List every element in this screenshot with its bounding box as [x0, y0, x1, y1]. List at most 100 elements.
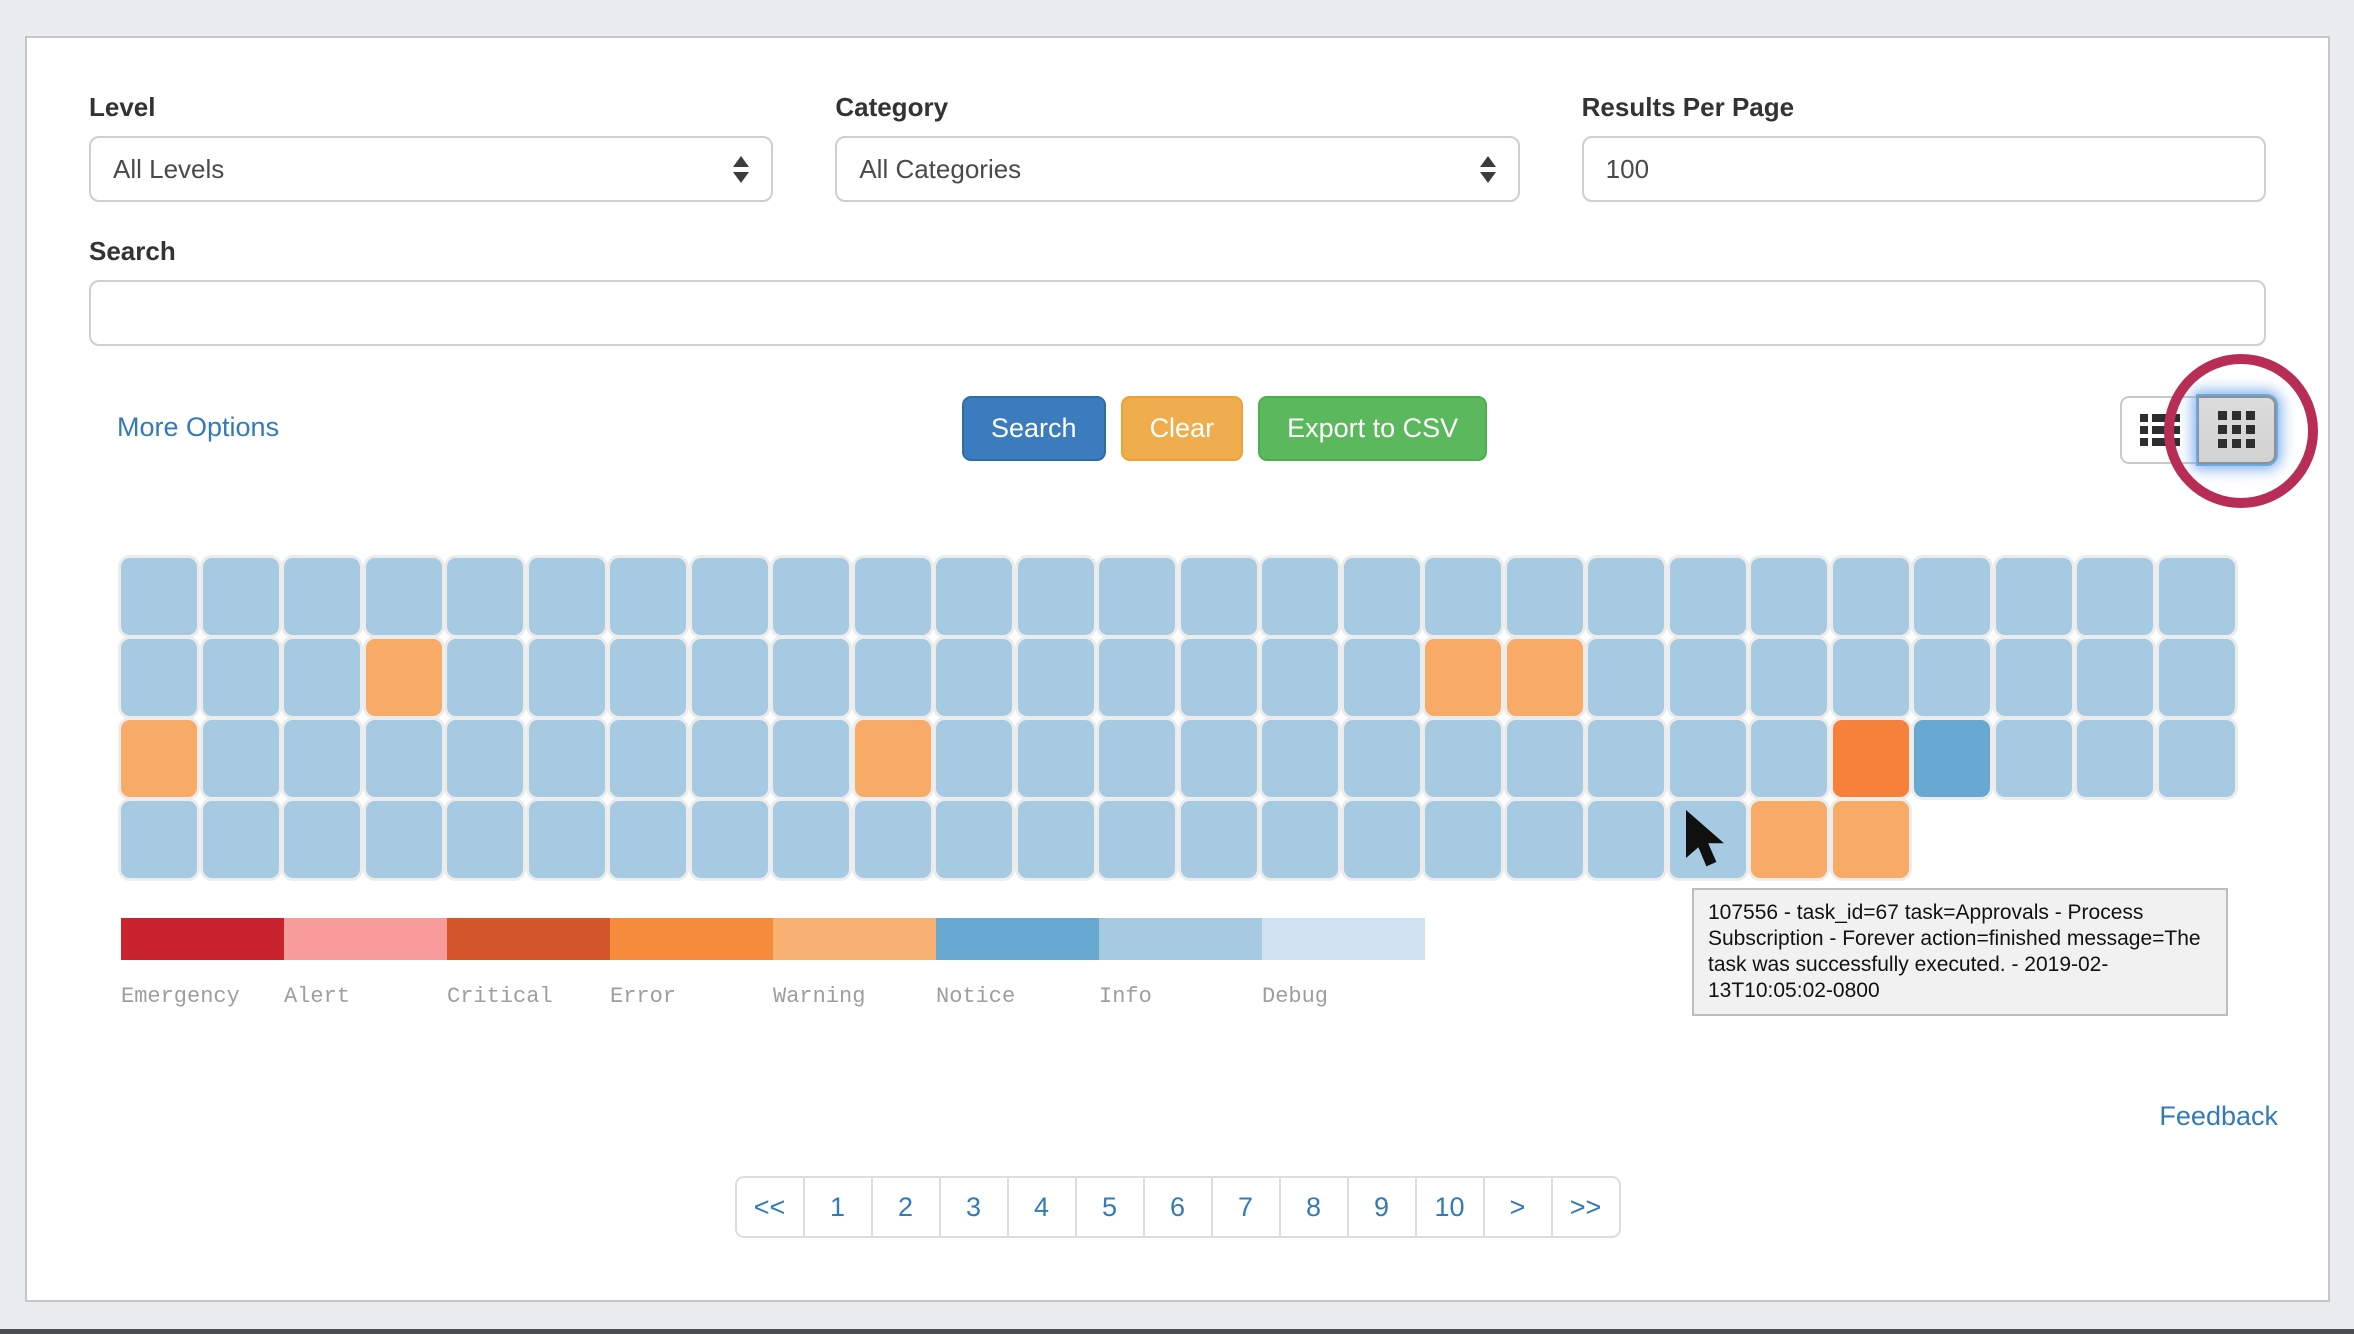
category-select[interactable]: All Categories	[835, 136, 1520, 202]
grid-view-button[interactable]	[2198, 396, 2276, 464]
page-button-1[interactable]: 1	[802, 1176, 873, 1238]
more-options-link[interactable]: More Options	[117, 412, 280, 442]
log-cell-info[interactable]	[284, 720, 360, 797]
log-cell-info[interactable]	[2077, 639, 2153, 716]
log-cell-info[interactable]	[936, 720, 1012, 797]
log-cell-info[interactable]	[1262, 801, 1338, 878]
log-cell-info[interactable]	[2077, 720, 2153, 797]
log-cell-info[interactable]	[528, 639, 605, 716]
log-cell-info[interactable]	[1832, 558, 1909, 635]
log-cell-info[interactable]	[936, 558, 1012, 635]
log-cell-info[interactable]	[528, 801, 605, 878]
log-cell-info[interactable]	[365, 801, 442, 878]
log-cell-info[interactable]	[284, 558, 360, 635]
log-cell-info[interactable]	[1343, 558, 1420, 635]
log-cell-info[interactable]	[2158, 720, 2235, 797]
log-cell-info[interactable]	[1506, 801, 1583, 878]
log-cell-info[interactable]	[1425, 801, 1501, 878]
log-cell-info[interactable]	[1180, 720, 1257, 797]
results-per-page-input[interactable]	[1581, 136, 2266, 202]
page-button-6[interactable]: 6	[1142, 1176, 1213, 1238]
log-cell-info[interactable]	[528, 558, 605, 635]
log-cell-info[interactable]	[1669, 801, 1746, 878]
log-cell-info[interactable]	[1099, 801, 1175, 878]
list-view-button[interactable]	[2120, 396, 2198, 464]
log-cell-info[interactable]	[1425, 558, 1501, 635]
log-cell-warning[interactable]	[854, 720, 931, 797]
log-cell-info[interactable]	[2158, 639, 2235, 716]
log-cell-warning[interactable]	[1751, 801, 1827, 878]
log-cell-info[interactable]	[1017, 558, 1094, 635]
log-cell-info[interactable]	[691, 639, 768, 716]
log-cell-info[interactable]	[1343, 801, 1420, 878]
page-button-nextnext[interactable]: >>	[1550, 1176, 1621, 1238]
log-cell-info[interactable]	[447, 720, 523, 797]
log-cell-info[interactable]	[691, 720, 768, 797]
log-cell-info[interactable]	[610, 558, 686, 635]
log-cell-info[interactable]	[1262, 558, 1338, 635]
log-cell-info[interactable]	[1832, 639, 1909, 716]
log-cell-info[interactable]	[610, 801, 686, 878]
log-cell-info[interactable]	[2077, 558, 2153, 635]
log-cell-info[interactable]	[610, 639, 686, 716]
log-cell-info[interactable]	[1751, 639, 1827, 716]
log-cell-warning[interactable]	[1832, 801, 1909, 878]
page-button-10[interactable]: 10	[1414, 1176, 1485, 1238]
log-cell-info[interactable]	[1588, 801, 1664, 878]
page-button-4[interactable]: 4	[1006, 1176, 1077, 1238]
log-cell-info[interactable]	[121, 558, 197, 635]
log-cell-info[interactable]	[854, 558, 931, 635]
log-cell-info[interactable]	[773, 801, 849, 878]
log-cell-info[interactable]	[1262, 639, 1338, 716]
log-cell-info[interactable]	[1588, 639, 1664, 716]
log-cell-warning[interactable]	[365, 639, 442, 716]
log-cell-info[interactable]	[284, 639, 360, 716]
log-cell-info[interactable]	[773, 720, 849, 797]
log-cell-info[interactable]	[1017, 720, 1094, 797]
log-cell-info[interactable]	[1588, 558, 1664, 635]
log-cell-info[interactable]	[1343, 720, 1420, 797]
log-cell-info[interactable]	[1425, 720, 1501, 797]
log-cell-info[interactable]	[854, 801, 931, 878]
log-cell-info[interactable]	[1669, 639, 1746, 716]
log-cell-info[interactable]	[1751, 720, 1827, 797]
search-button[interactable]: Search	[962, 396, 1106, 461]
log-cell-info[interactable]	[610, 720, 686, 797]
log-cell-info[interactable]	[691, 558, 768, 635]
log-cell-info[interactable]	[773, 558, 849, 635]
log-cell-info[interactable]	[284, 801, 360, 878]
log-cell-info[interactable]	[202, 639, 279, 716]
log-cell-info[interactable]	[1506, 558, 1583, 635]
log-cell-info[interactable]	[691, 801, 768, 878]
log-cell-info[interactable]	[1995, 639, 2072, 716]
log-cell-info[interactable]	[365, 558, 442, 635]
page-button-3[interactable]: 3	[938, 1176, 1009, 1238]
log-cell-info[interactable]	[773, 639, 849, 716]
log-cell-info[interactable]	[936, 639, 1012, 716]
log-cell-info[interactable]	[1180, 639, 1257, 716]
page-button-9[interactable]: 9	[1346, 1176, 1417, 1238]
log-cell-info[interactable]	[1017, 639, 1094, 716]
log-cell-info[interactable]	[1588, 720, 1664, 797]
log-cell-info[interactable]	[1099, 720, 1175, 797]
log-cell-info[interactable]	[1914, 639, 1990, 716]
log-cell-info[interactable]	[1017, 801, 1094, 878]
log-cell-info[interactable]	[447, 801, 523, 878]
log-cell-info[interactable]	[1669, 558, 1746, 635]
log-cell-warning[interactable]	[121, 720, 197, 797]
page-button-2[interactable]: 2	[870, 1176, 941, 1238]
log-cell-error[interactable]	[1832, 720, 1909, 797]
log-cell-info[interactable]	[528, 720, 605, 797]
log-cell-warning[interactable]	[1425, 639, 1501, 716]
log-cell-info[interactable]	[1343, 639, 1420, 716]
page-button-8[interactable]: 8	[1278, 1176, 1349, 1238]
log-cell-info[interactable]	[1995, 558, 2072, 635]
feedback-link[interactable]: Feedback	[2159, 1101, 2278, 1131]
log-cell-info[interactable]	[121, 801, 197, 878]
log-cell-info[interactable]	[365, 720, 442, 797]
page-button-7[interactable]: 7	[1210, 1176, 1281, 1238]
log-cell-info[interactable]	[1180, 558, 1257, 635]
log-cell-info[interactable]	[202, 558, 279, 635]
clear-button[interactable]: Clear	[1120, 396, 1244, 461]
log-cell-info[interactable]	[2158, 558, 2235, 635]
